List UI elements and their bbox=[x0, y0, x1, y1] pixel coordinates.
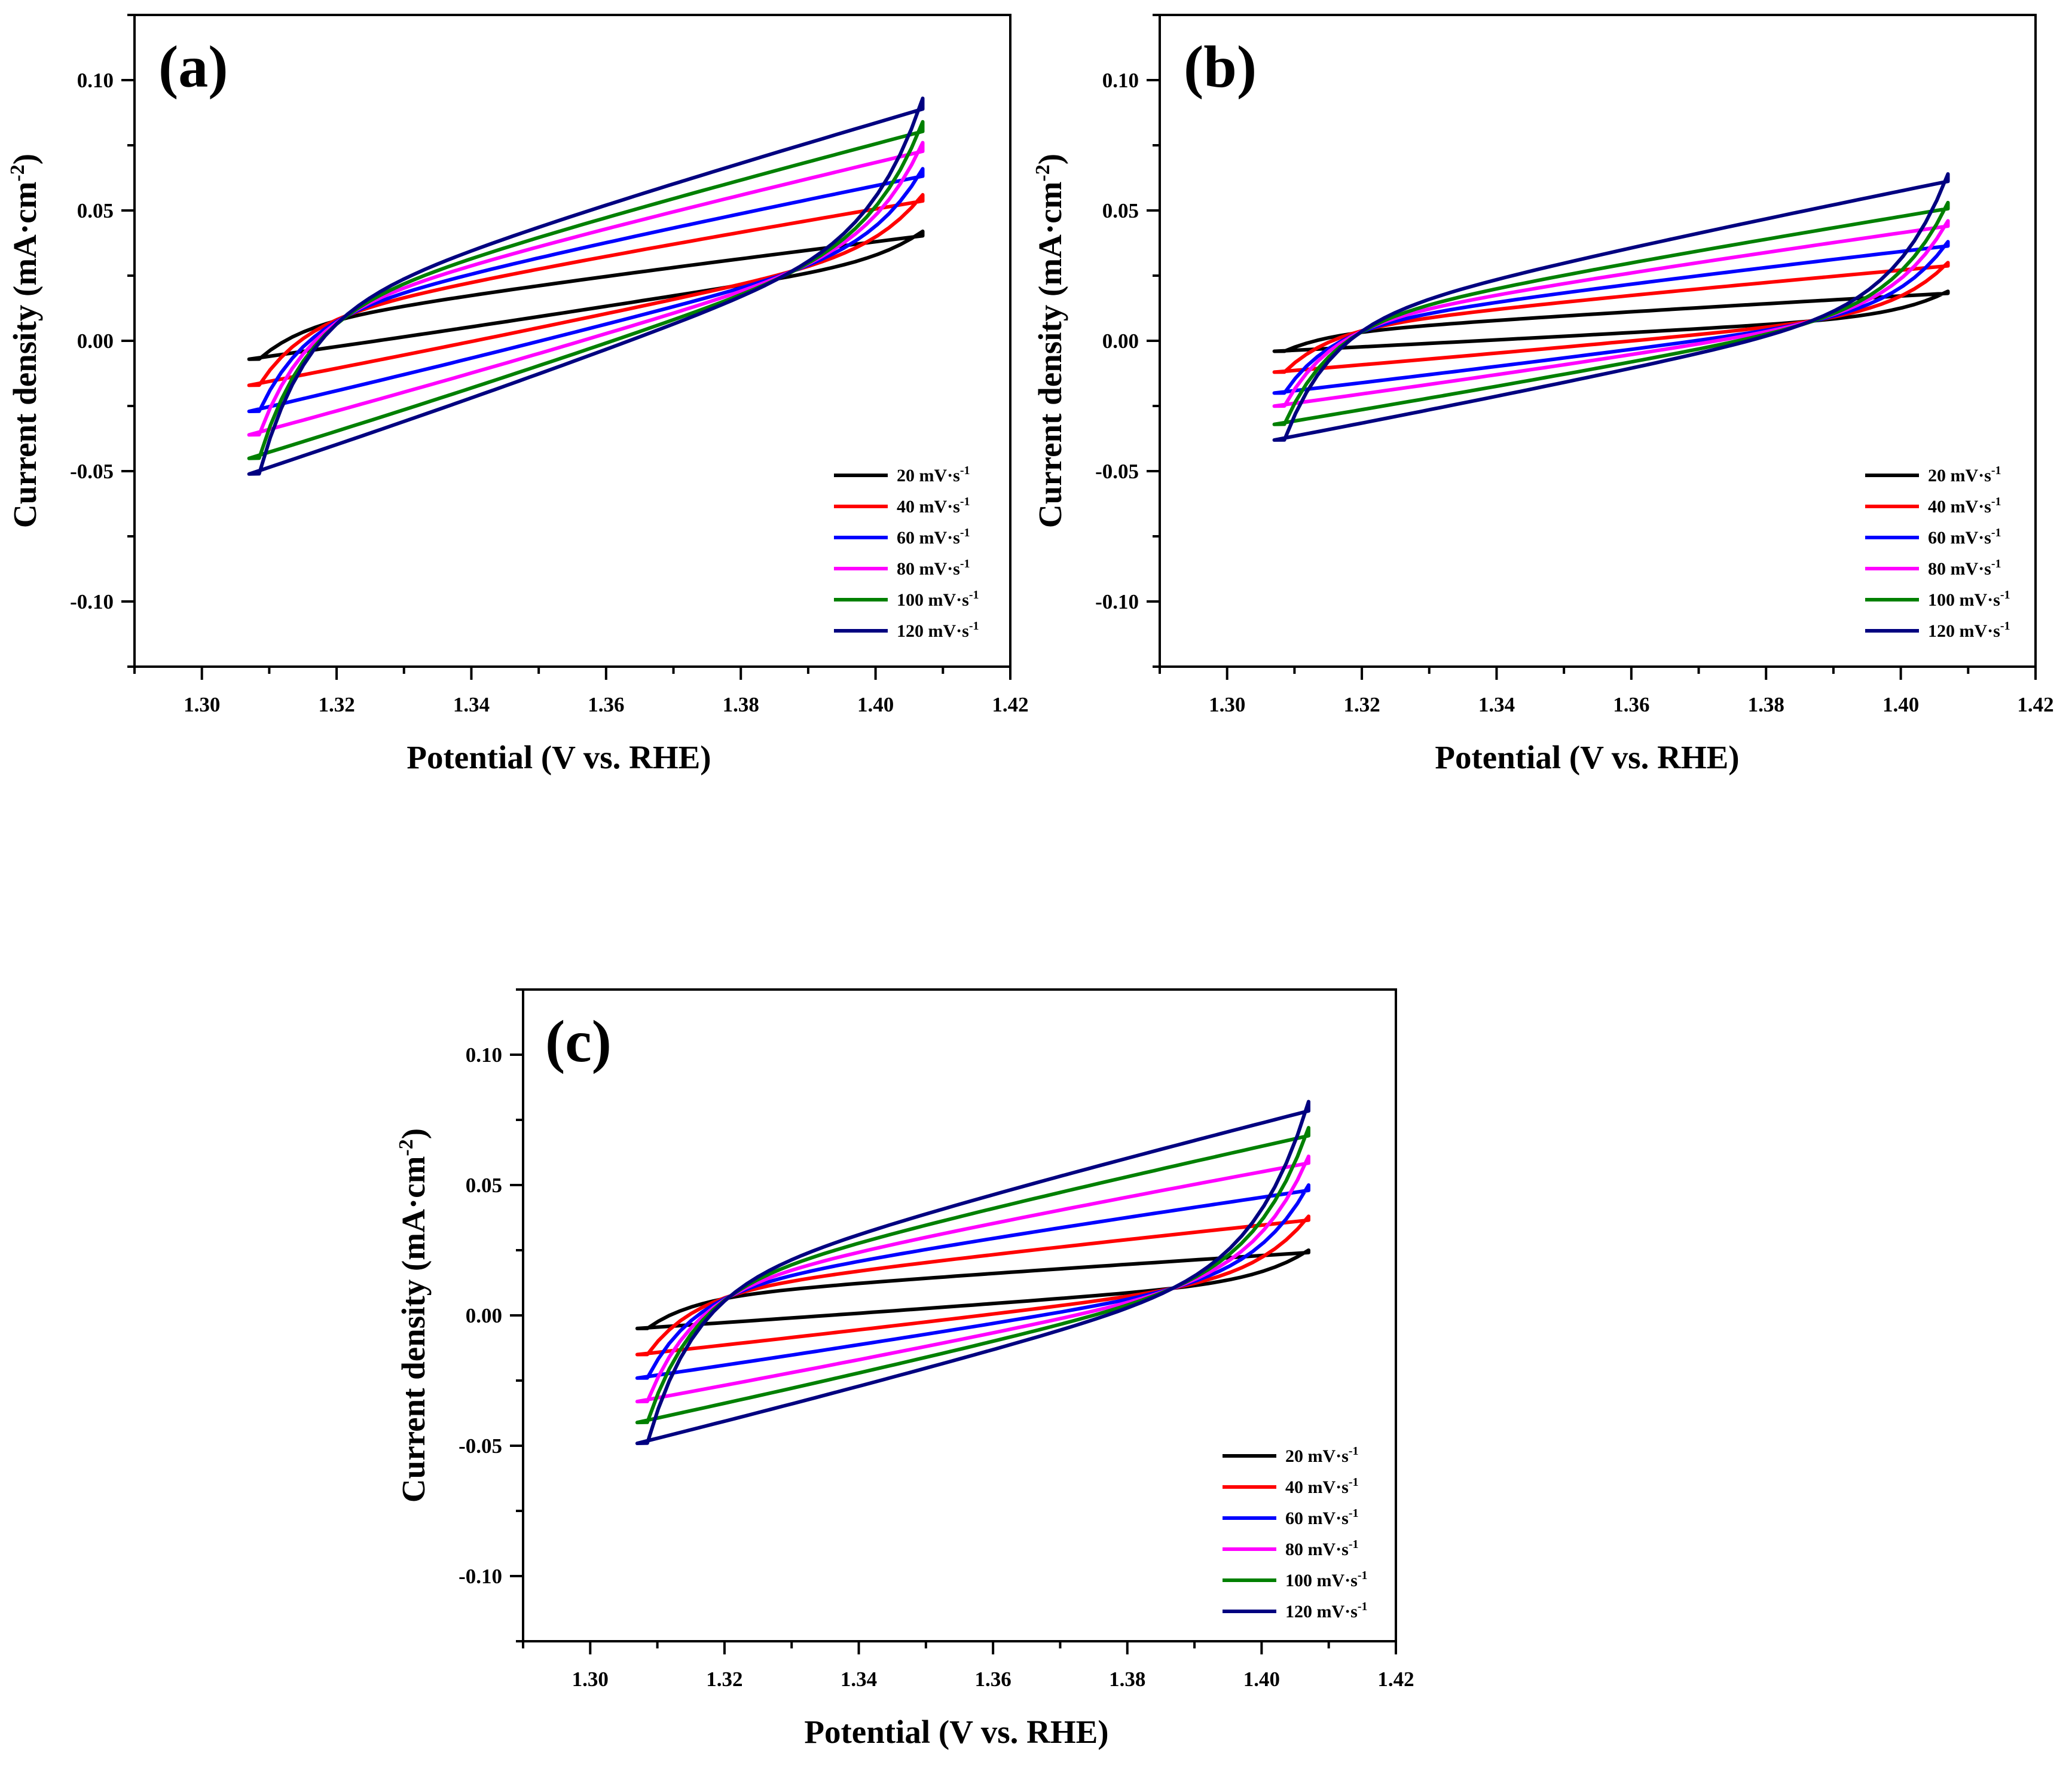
y-tick-label: -0.10 bbox=[1095, 590, 1139, 613]
y-tick-label: -0.10 bbox=[70, 590, 114, 613]
y-tick-label: -0.10 bbox=[459, 1565, 502, 1588]
cv-loop-20mv bbox=[635, 1248, 1310, 1330]
legend-label-40: 40 mV·s-1 bbox=[897, 495, 970, 517]
legend-label-80: 80 mV·s-1 bbox=[1285, 1538, 1359, 1559]
x-tick-label: 1.38 bbox=[1109, 1668, 1145, 1691]
chart-panel-3: 1.30 1.32 1.34 1.36 1.38 1.40 1.42 -0.10 -0.05 0.… bbox=[395, 988, 1414, 1750]
cv-loop-100mv bbox=[1272, 200, 1950, 426]
x-tick-label: 1.42 bbox=[1377, 1668, 1414, 1691]
x-tick-label: 1.30 bbox=[572, 1668, 609, 1691]
cv-loop-80mv bbox=[635, 1155, 1310, 1404]
cv-loop-60mv bbox=[635, 1183, 1310, 1380]
legend-label-100: 100 mV·s-1 bbox=[1285, 1569, 1368, 1590]
y-tick-label: -0.05 bbox=[70, 460, 114, 483]
y-tick-label: 0.05 bbox=[466, 1174, 502, 1197]
x-tick-label: 1.42 bbox=[2017, 693, 2053, 716]
legend-label-100: 100 mV·s-1 bbox=[897, 588, 979, 610]
legend-label-100: 100 mV·s-1 bbox=[1928, 588, 2010, 610]
y-tick-label: 0.10 bbox=[466, 1043, 502, 1067]
legend-label-40: 40 mV·s-1 bbox=[1285, 1476, 1359, 1497]
x-tick-label: 1.32 bbox=[1343, 693, 1380, 716]
cv-loop-60mv bbox=[1272, 240, 1950, 395]
cv-loop-100mv bbox=[635, 1126, 1310, 1425]
cv-loop-100mv bbox=[247, 120, 925, 460]
x-tick-label: 1.36 bbox=[1613, 693, 1649, 716]
legend-label-120: 120 mV·s-1 bbox=[1285, 1600, 1368, 1622]
panel-label: (a) bbox=[158, 33, 228, 100]
legend-label-60: 60 mV·s-1 bbox=[1285, 1507, 1359, 1528]
panel-label: (b) bbox=[1184, 33, 1257, 100]
y-tick-label: 0.10 bbox=[1102, 69, 1139, 92]
x-tick-label: 1.30 bbox=[1209, 693, 1245, 716]
x-tick-label: 1.40 bbox=[857, 693, 894, 716]
cv-loop-120mv bbox=[635, 1100, 1310, 1445]
x-tick-label: 1.34 bbox=[1478, 693, 1515, 716]
x-tick-label: 1.36 bbox=[975, 1668, 1011, 1691]
y-tick-label: 0.00 bbox=[466, 1304, 502, 1327]
x-tick-label: 1.30 bbox=[184, 693, 220, 716]
x-tick-label: 1.40 bbox=[1243, 1668, 1280, 1691]
cv-loop-60mv bbox=[247, 167, 925, 413]
y-tick-label: -0.05 bbox=[459, 1434, 502, 1458]
chart-panel-1: 1.30 1.32 1.34 1.36 1.38 1.40 1.42 -0.10 -0.05 0.… bbox=[7, 14, 1029, 775]
x-tick-label: 1.42 bbox=[992, 693, 1028, 716]
cv-loop-40mv bbox=[247, 193, 925, 387]
y-tick-label: 0.00 bbox=[77, 329, 114, 353]
cv-loop-80mv bbox=[1272, 219, 1950, 408]
x-tick-label: 1.38 bbox=[723, 693, 759, 716]
legend-label-80: 80 mV·s-1 bbox=[1928, 557, 2001, 579]
x-tick-label: 1.32 bbox=[706, 1668, 742, 1691]
cv-loop-20mv bbox=[1272, 289, 1950, 353]
y-tick-label: 0.05 bbox=[77, 199, 114, 222]
x-tick-label: 1.40 bbox=[1882, 693, 1919, 716]
cv-loop-40mv bbox=[635, 1214, 1310, 1357]
y-tick-label: 0.10 bbox=[77, 69, 114, 92]
y-axis-title: Current density (mA·cm-2) bbox=[7, 154, 43, 528]
legend-label-60: 60 mV·s-1 bbox=[897, 526, 970, 548]
cv-loop-120mv bbox=[1272, 172, 1950, 442]
cv-loop-80mv bbox=[247, 141, 925, 437]
legend-label-80: 80 mV·s-1 bbox=[897, 557, 970, 579]
x-tick-label: 1.38 bbox=[1748, 693, 1784, 716]
legend-label-120: 120 mV·s-1 bbox=[897, 619, 979, 641]
x-axis-title: Potential (V vs. RHE) bbox=[407, 739, 711, 775]
legend-label-20: 20 mV·s-1 bbox=[1928, 464, 2001, 485]
x-axis-title: Potential (V vs. RHE) bbox=[1435, 739, 1739, 775]
cv-loop-120mv bbox=[247, 96, 925, 476]
y-tick-label: 0.05 bbox=[1102, 199, 1139, 222]
y-axis-title: Current density (mA·cm-2) bbox=[1032, 154, 1068, 528]
legend-label-60: 60 mV·s-1 bbox=[1928, 526, 2001, 548]
x-tick-label: 1.32 bbox=[318, 693, 354, 716]
x-axis-title: Potential (V vs. RHE) bbox=[804, 1714, 1108, 1750]
x-tick-label: 1.34 bbox=[453, 693, 490, 716]
legend: 20 mV·s-1 40 mV·s-1 60 mV·s-1 80 mV·s-1 100 … bbox=[1865, 464, 2010, 641]
y-tick-label: -0.05 bbox=[1095, 460, 1139, 483]
chart-panel-2: 1.30 1.32 1.34 1.36 1.38 1.40 1.42 -0.10 -0.05 0.… bbox=[1032, 14, 2054, 775]
y-tick-label: 0.00 bbox=[1102, 329, 1139, 353]
legend-label-20: 20 mV·s-1 bbox=[897, 464, 970, 485]
legend: 20 mV·s-1 40 mV·s-1 60 mV·s-1 80 mV·s-1 100 … bbox=[1223, 1445, 1368, 1622]
legend-label-20: 20 mV·s-1 bbox=[1285, 1445, 1359, 1466]
x-tick-label: 1.34 bbox=[841, 1668, 877, 1691]
legend-label-120: 120 mV·s-1 bbox=[1928, 619, 2010, 641]
x-tick-label: 1.36 bbox=[588, 693, 624, 716]
legend-label-40: 40 mV·s-1 bbox=[1928, 495, 2001, 517]
panels: 1.30 1.32 1.34 1.36 1.38 1.40 1.42 -0.10 -0.05 0.… bbox=[7, 14, 2054, 1750]
cv-loop-40mv bbox=[1272, 261, 1950, 374]
cv-loop-20mv bbox=[247, 229, 925, 361]
panel-label: (c) bbox=[545, 1008, 612, 1074]
y-axis-title: Current density (mA·cm-2) bbox=[395, 1128, 432, 1503]
legend: 20 mV·s-1 40 mV·s-1 60 mV·s-1 80 mV·s-1 100 … bbox=[834, 464, 979, 641]
